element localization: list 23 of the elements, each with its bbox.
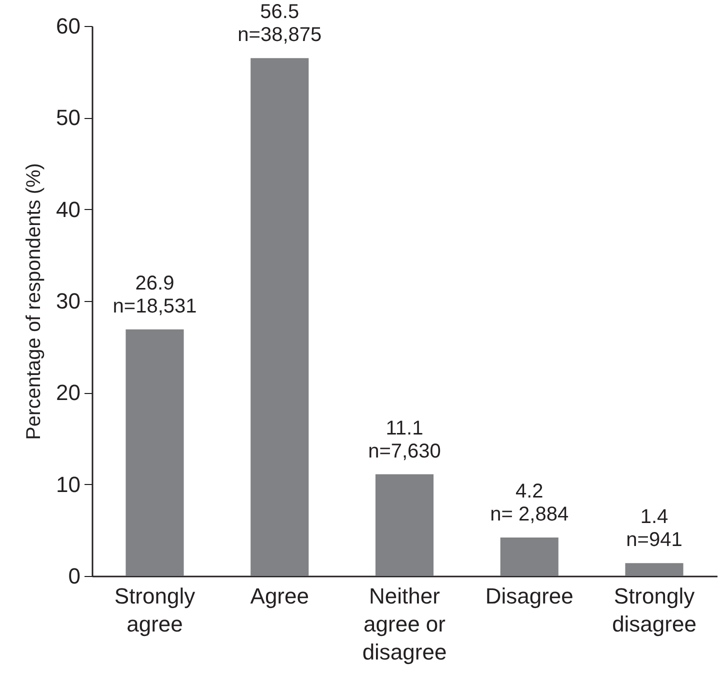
y-tick-label: 40 <box>56 196 80 222</box>
y-tick-label: 30 <box>56 288 80 314</box>
data-label: 11.1 n=7,630 <box>368 417 441 462</box>
y-tick-label: 60 <box>56 14 80 38</box>
x-tick-label: Strongly disagree <box>612 584 696 636</box>
bar <box>250 58 309 576</box>
bar <box>375 474 434 576</box>
y-tick-label: 10 <box>56 472 80 497</box>
x-tick-label: Strongly agree <box>114 584 196 636</box>
data-label: 4.2 n= 2,884 <box>490 480 569 526</box>
y-tick-label: 0 <box>68 564 80 588</box>
bar <box>500 538 558 576</box>
y-axis-title: Percentage of respondents (%) <box>23 163 46 440</box>
x-tick-label: Neither agree or disagree <box>362 584 447 664</box>
bar <box>126 329 184 576</box>
data-label: 1.4 n=941 <box>626 506 682 552</box>
x-tick-label: Disagree <box>485 584 574 608</box>
x-tick-label: Agree <box>250 584 309 608</box>
y-tick-label: 20 <box>56 380 80 406</box>
data-label: 26.9 n=18,531 <box>112 272 197 318</box>
y-tick-label: 50 <box>56 105 80 130</box>
bar <box>625 563 684 576</box>
data-label: 56.5 n=38,875 <box>238 1 322 46</box>
